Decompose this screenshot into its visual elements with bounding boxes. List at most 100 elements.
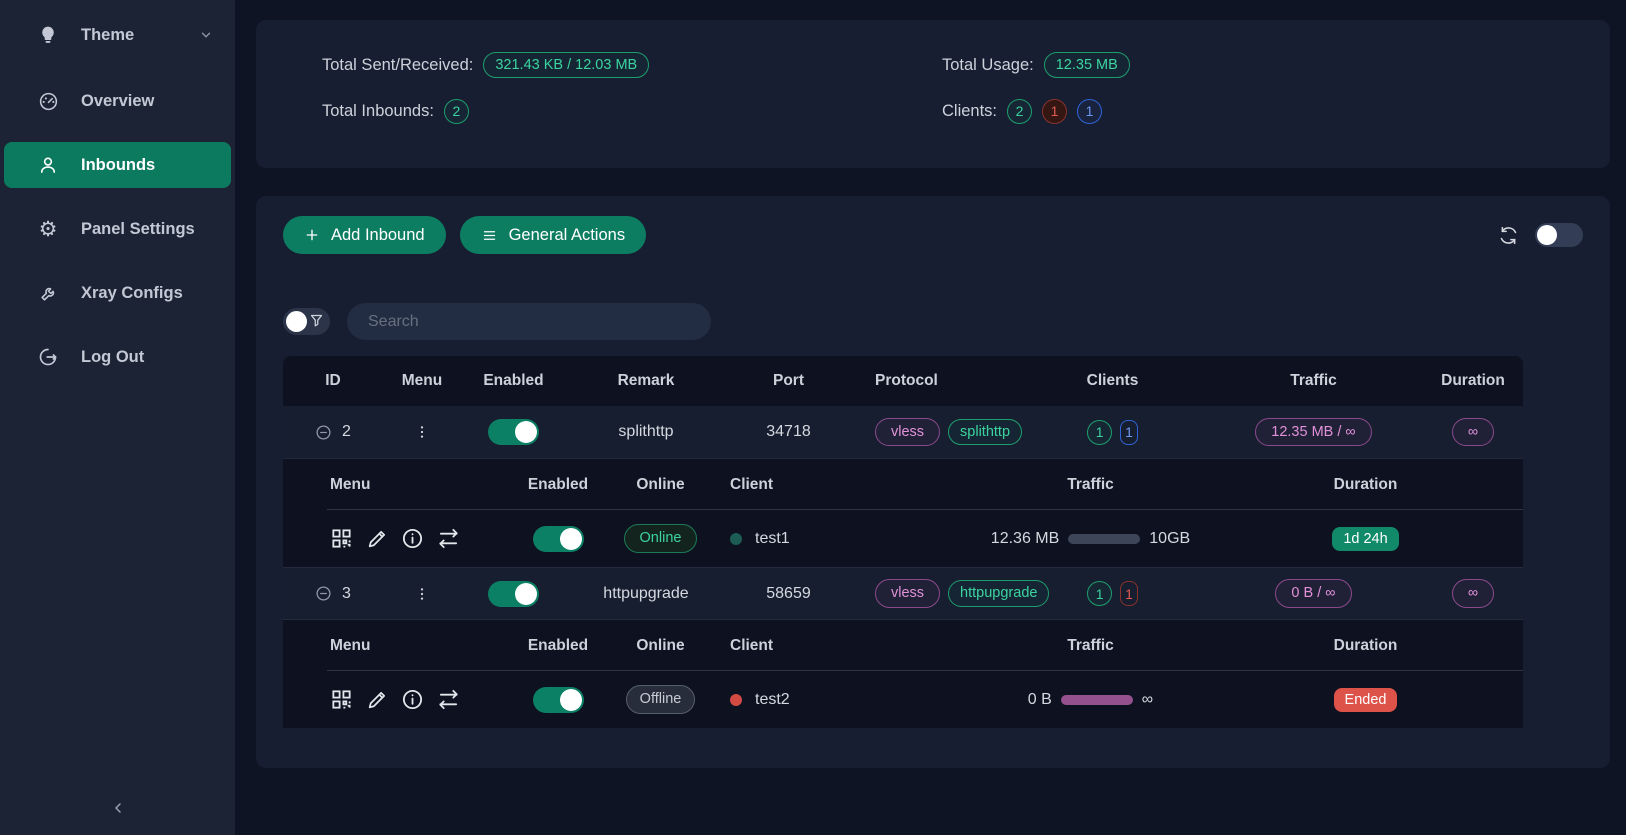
sub-header-menu: Menu	[330, 636, 371, 654]
inbound-enabled-toggle[interactable]	[488, 419, 539, 445]
toolbar: Add Inbound General Actions	[283, 216, 1610, 254]
inbounds-card: Add Inbound General Actions	[256, 196, 1610, 768]
sidebar-item-xray-configs[interactable]: Xray Configs	[4, 270, 231, 316]
auto-refresh-toggle[interactable]	[1535, 223, 1583, 247]
stat-total-usage: Total Usage: 12.35 MB	[942, 50, 1610, 80]
col-header-protocol: Protocol	[875, 372, 938, 389]
col-header-id: ID	[325, 372, 341, 389]
stat-total-inbounds: Total Inbounds: 2	[322, 96, 942, 126]
client-status-dot	[730, 532, 742, 545]
client-header-row: Menu Enabled Online Client Traffic Durat…	[283, 620, 1523, 671]
collapse-row-icon[interactable]	[315, 424, 332, 441]
inbound-id: 2	[342, 423, 351, 440]
duration-badge: ∞	[1451, 417, 1495, 447]
stat-label: Total Sent/Received:	[322, 55, 474, 74]
sidebar-item-logout[interactable]: Log Out	[4, 334, 231, 380]
client-traffic-progress	[1060, 694, 1133, 705]
sub-header-online: Online	[636, 636, 685, 654]
sidebar-item-label: Inbounds	[81, 155, 156, 174]
client-traffic-used: 12.36 MB	[990, 529, 1060, 547]
chevron-left-icon	[110, 800, 126, 821]
transport-badge: splithttp	[948, 418, 1023, 446]
toggle-knob	[559, 688, 582, 711]
info-icon[interactable]	[401, 688, 424, 711]
inbound-port: 34718	[766, 423, 811, 440]
client-traffic-progress	[1068, 533, 1141, 544]
total-usage-badge: 12.35 MB	[1043, 51, 1130, 79]
sub-header-online: Online	[636, 475, 685, 493]
refresh-icon[interactable]	[1498, 225, 1519, 246]
clients-online-badge: 1	[1077, 98, 1103, 124]
sub-header-client: Client	[730, 475, 774, 493]
general-actions-label: General Actions	[508, 225, 626, 244]
col-header-duration: Duration	[1441, 372, 1505, 389]
reset-traffic-icon[interactable]	[437, 688, 460, 711]
edit-icon[interactable]	[366, 528, 388, 550]
sidebar-item-theme[interactable]: Theme	[4, 12, 231, 58]
inbound-remark: httpupgrade	[603, 584, 689, 602]
qr-code-icon[interactable]	[330, 688, 353, 711]
client-name: test2	[755, 690, 790, 708]
sidebar-item-inbounds[interactable]: Inbounds	[4, 142, 231, 188]
search-row	[283, 303, 1610, 340]
inbound-remark: splithttp	[618, 423, 674, 440]
sub-header-menu: Menu	[330, 475, 371, 493]
stat-label: Total Usage:	[942, 55, 1034, 74]
col-header-menu: Menu	[401, 372, 443, 389]
sidebar-item-panel-settings[interactable]: ⚙ Panel Settings	[4, 206, 231, 252]
client-enabled-toggle[interactable]	[532, 686, 584, 713]
edit-icon[interactable]	[366, 689, 388, 711]
inbound-row: 2 splithttp 34718 vless splithttp	[283, 406, 1523, 459]
inbound-port: 58659	[766, 584, 811, 602]
sidebar-item-label: Log Out	[81, 347, 145, 366]
clients-count-badge: 1	[1087, 419, 1113, 445]
user-icon	[37, 154, 59, 176]
stat-label: Total Inbounds:	[322, 101, 434, 120]
client-status-badge: Online	[623, 524, 698, 553]
client-duration-badge: 1d 24h	[1332, 526, 1399, 551]
sidebar-item-label: Xray Configs	[81, 283, 183, 302]
sub-header-duration: Duration	[1333, 636, 1398, 654]
client-traffic-total: ∞	[1141, 690, 1154, 708]
dashboard-icon	[37, 90, 59, 112]
sidebar-item-label: Overview	[81, 91, 155, 110]
clients-deactive-badge: 1	[1042, 98, 1068, 124]
protocol-badge: vless	[875, 579, 941, 608]
sub-header-client: Client	[730, 636, 774, 654]
sidebar-item-label: Theme	[81, 25, 135, 44]
sub-header-enabled: Enabled	[527, 475, 589, 493]
bulb-icon	[37, 24, 59, 46]
collapse-row-icon[interactable]	[315, 585, 332, 602]
col-header-traffic: Traffic	[1290, 372, 1337, 389]
client-row: Online test1 12.36 MB 10GB 1d 24h	[283, 510, 1523, 567]
row-menu-icon[interactable]	[414, 586, 430, 602]
search-input[interactable]	[347, 303, 711, 340]
inbound-clients-block: Menu Enabled Online Client Traffic Durat…	[283, 459, 1523, 567]
sidebar-item-overview[interactable]: Overview	[4, 78, 231, 124]
sub-header-traffic: Traffic	[1067, 636, 1114, 654]
sub-header-duration: Duration	[1333, 475, 1398, 493]
qr-code-icon[interactable]	[330, 527, 353, 550]
plus-icon	[304, 227, 320, 243]
reset-traffic-icon[interactable]	[437, 527, 460, 550]
sub-header-enabled: Enabled	[527, 636, 589, 654]
general-actions-button[interactable]: General Actions	[459, 216, 647, 254]
inbound-enabled-toggle[interactable]	[488, 580, 539, 607]
stats-card: Total Sent/Received: 321.43 KB / 12.03 M…	[256, 20, 1610, 168]
sidebar-collapse-button[interactable]	[0, 800, 235, 821]
client-status-dot	[730, 693, 742, 706]
client-traffic-total: 10GB	[1149, 529, 1191, 547]
sent-received-badge: 321.43 KB / 12.03 MB	[483, 51, 650, 79]
row-menu-icon[interactable]	[414, 424, 430, 440]
client-enabled-toggle[interactable]	[532, 525, 584, 552]
transport-badge: httpupgrade	[948, 580, 1050, 607]
wrench-icon	[37, 282, 59, 304]
gear-icon: ⚙	[38, 217, 58, 241]
client-row: Offline test2 0 B ∞ Ended	[283, 671, 1523, 728]
add-inbound-button[interactable]: Add Inbound	[283, 216, 446, 254]
sidebar-item-label: Panel Settings	[81, 219, 195, 238]
chevron-down-icon	[199, 28, 213, 42]
toggle-knob	[559, 527, 582, 550]
info-icon[interactable]	[401, 527, 424, 550]
filter-toggle[interactable]	[283, 308, 330, 335]
